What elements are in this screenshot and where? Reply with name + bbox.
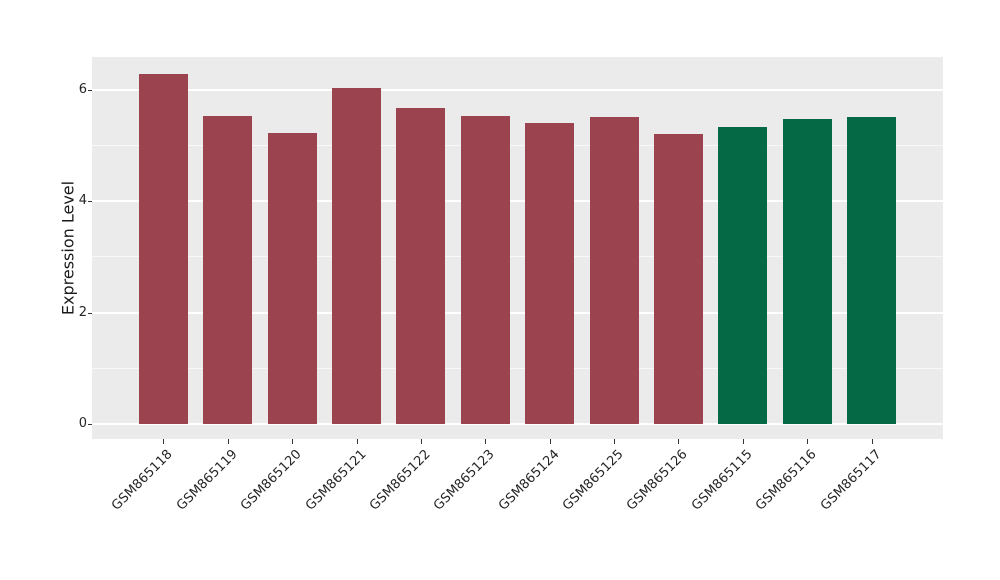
x-tick-mark (614, 439, 616, 444)
gridline-minor (92, 256, 943, 258)
x-tick-mark (871, 439, 873, 444)
gridline-minor (92, 144, 943, 146)
bar-GSM865122 (396, 107, 446, 424)
bar-GSM865116 (782, 119, 832, 424)
x-tick-mark (163, 439, 165, 444)
x-tick-mark (678, 439, 680, 444)
y-tick-mark (88, 89, 92, 91)
y-tick-label: 0 (78, 416, 87, 431)
bar-GSM865115 (718, 126, 768, 424)
bar-GSM865123 (460, 116, 510, 424)
y-tick-label: 4 (78, 193, 87, 208)
y-tick-label: 6 (78, 81, 87, 97)
bar-GSM865126 (653, 134, 703, 424)
gridline-major (92, 311, 943, 314)
bar-GSM865117 (847, 116, 897, 424)
x-tick-mark (807, 439, 809, 444)
gridline-minor (92, 367, 943, 369)
gridline-major (92, 423, 943, 425)
y-tick-mark (88, 424, 92, 425)
gridline-major (92, 88, 943, 91)
x-tick-mark (420, 439, 422, 444)
x-tick-mark (292, 439, 294, 444)
x-tick-mark (227, 439, 229, 444)
bar-GSM865118 (138, 73, 188, 424)
bar-GSM865120 (267, 132, 317, 424)
y-tick-mark (88, 312, 92, 314)
x-tick-label-GSM865118: GSM865118 (109, 447, 177, 514)
x-tick-mark (549, 439, 551, 444)
y-tick-label: 2 (78, 304, 87, 320)
x-tick-mark (356, 439, 358, 444)
y-tick-mark (88, 201, 92, 202)
plot-area (92, 57, 943, 439)
bar-GSM865121 (332, 87, 382, 424)
x-tick-mark (742, 439, 744, 444)
gridline-major (92, 200, 943, 202)
bar-GSM865125 (589, 116, 639, 424)
x-tick-mark (485, 439, 487, 444)
bar-GSM865119 (203, 116, 253, 424)
bar-GSM865124 (525, 122, 575, 424)
